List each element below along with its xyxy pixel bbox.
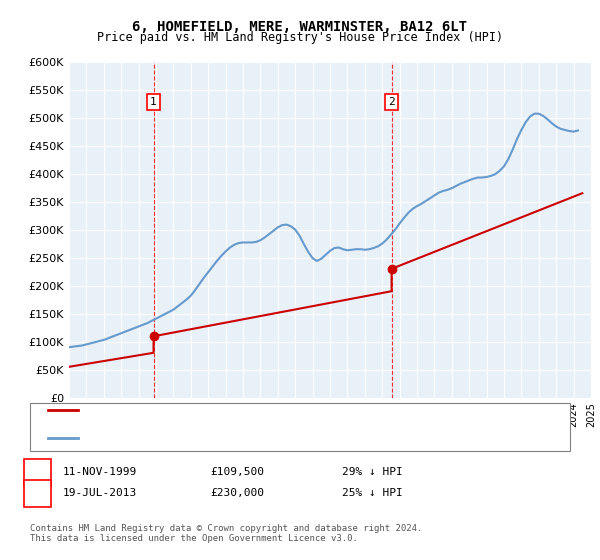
- Text: £109,500: £109,500: [210, 467, 264, 477]
- Text: Contains HM Land Registry data © Crown copyright and database right 2024.
This d: Contains HM Land Registry data © Crown c…: [30, 524, 422, 543]
- Text: 25% ↓ HPI: 25% ↓ HPI: [342, 488, 403, 498]
- Text: 19-JUL-2013: 19-JUL-2013: [63, 488, 137, 498]
- Text: 29% ↓ HPI: 29% ↓ HPI: [342, 467, 403, 477]
- Text: 1: 1: [150, 97, 157, 107]
- Text: 11-NOV-1999: 11-NOV-1999: [63, 467, 137, 477]
- Text: £230,000: £230,000: [210, 488, 264, 498]
- Text: 6, HOMEFIELD, MERE, WARMINSTER, BA12 6LT (detached house): 6, HOMEFIELD, MERE, WARMINSTER, BA12 6LT…: [87, 405, 443, 415]
- Text: 6, HOMEFIELD, MERE, WARMINSTER, BA12 6LT: 6, HOMEFIELD, MERE, WARMINSTER, BA12 6LT: [133, 20, 467, 34]
- Text: 2: 2: [388, 97, 395, 107]
- Text: 2: 2: [34, 488, 41, 498]
- Text: 1: 1: [34, 467, 41, 477]
- Text: Price paid vs. HM Land Registry's House Price Index (HPI): Price paid vs. HM Land Registry's House …: [97, 31, 503, 44]
- Text: HPI: Average price, detached house, Wiltshire: HPI: Average price, detached house, Wilt…: [87, 433, 368, 443]
